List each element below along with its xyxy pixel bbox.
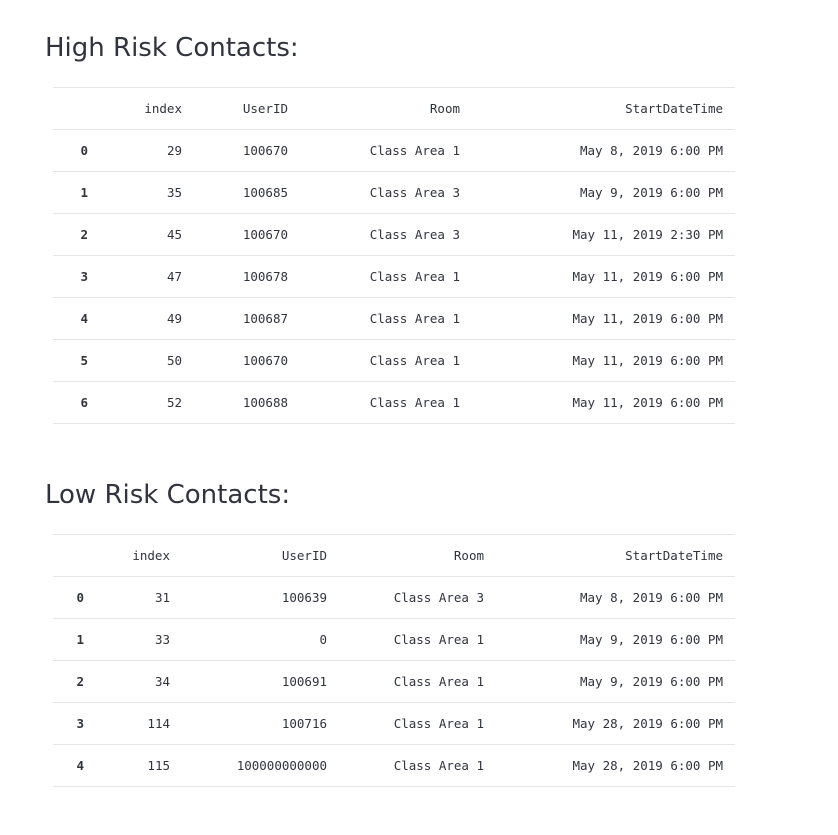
table-cell-index: 35 — [100, 171, 194, 214]
row-index-cell: 0 — [53, 576, 96, 619]
table-row: 1 33 0 Class Area 1 May 9, 2019 6:00 PM — [53, 618, 735, 661]
table-cell-index: 47 — [100, 255, 194, 298]
table-cell-index: 45 — [100, 213, 194, 256]
table-cell-index: 50 — [100, 339, 194, 382]
row-index-cell: 3 — [53, 255, 100, 298]
table-cell-userid: 100670 — [194, 213, 300, 256]
table-row: 3 114 100716 Class Area 1 May 28, 2019 6:00 … — [53, 702, 735, 745]
table-row: 1 35 100685 Class Area 3 May 9, 2019 6:00 PM — [53, 171, 735, 214]
table-cell-userid: 100687 — [194, 297, 300, 340]
low-risk-table: index UserID Room StartDateTime 0 31 100639 Cl… — [53, 534, 735, 787]
table-cell-index: 33 — [96, 618, 182, 661]
table-cell-index: 52 — [100, 381, 194, 424]
table-cell-room: Class Area 3 — [300, 171, 472, 214]
table-cell-userid: 100685 — [194, 171, 300, 214]
row-index-cell: 1 — [53, 618, 96, 661]
table-row: 4 115 100000000000 Class Area 1 May 28, 2019… — [53, 744, 735, 787]
table-row: 2 45 100670 Class Area 3 May 11, 2019 2:30 P… — [53, 213, 735, 256]
table-cell-startdatetime: May 8, 2019 6:00 PM — [496, 576, 735, 619]
row-index-cell: 3 — [53, 702, 96, 745]
column-header-room[interactable]: Room — [339, 534, 496, 577]
row-index-cell: 6 — [53, 381, 100, 424]
table-cell-userid: 100670 — [194, 129, 300, 172]
table-cell-startdatetime: May 11, 2019 6:00 PM — [472, 255, 735, 298]
table-cell-index: 31 — [96, 576, 182, 619]
row-index-cell: 2 — [53, 660, 96, 703]
table-cell-startdatetime: May 9, 2019 6:00 PM — [496, 660, 735, 703]
table-cell-userid: 100716 — [182, 702, 339, 745]
column-header-row-index[interactable] — [53, 87, 100, 130]
table-cell-startdatetime: May 11, 2019 6:00 PM — [472, 297, 735, 340]
table-cell-room: Class Area 1 — [339, 660, 496, 703]
column-header-userid[interactable]: UserID — [194, 87, 300, 130]
high-risk-table: index UserID Room StartDateTime 0 29 100670 Cl… — [53, 87, 735, 424]
table-cell-startdatetime: May 9, 2019 6:00 PM — [496, 618, 735, 661]
table-row: 4 49 100687 Class Area 1 May 11, 2019 6:00 P… — [53, 297, 735, 340]
row-index-cell: 2 — [53, 213, 100, 256]
table-cell-startdatetime: May 8, 2019 6:00 PM — [472, 129, 735, 172]
table-cell-userid: 100639 — [182, 576, 339, 619]
table-cell-room: Class Area 1 — [339, 744, 496, 787]
table-cell-startdatetime: May 9, 2019 6:00 PM — [472, 171, 735, 214]
table-cell-index: 114 — [96, 702, 182, 745]
table-header-row: index UserID Room StartDateTime — [53, 534, 735, 577]
table-row: 3 47 100678 Class Area 1 May 11, 2019 6:00 P… — [53, 255, 735, 298]
table-cell-userid: 100688 — [194, 381, 300, 424]
column-header-startdatetime[interactable]: StartDateTime — [472, 87, 735, 130]
table-cell-userid: 0 — [182, 618, 339, 661]
table-header-row: index UserID Room StartDateTime — [53, 87, 735, 130]
table-cell-index: 115 — [96, 744, 182, 787]
table-cell-room: Class Area 1 — [300, 129, 472, 172]
table-cell-room: Class Area 1 — [300, 339, 472, 382]
column-header-room[interactable]: Room — [300, 87, 472, 130]
table-cell-userid: 100691 — [182, 660, 339, 703]
table-cell-room: Class Area 1 — [339, 618, 496, 661]
row-index-cell: 4 — [53, 297, 100, 340]
table-cell-room: Class Area 1 — [300, 381, 472, 424]
table-row: 6 52 100688 Class Area 1 May 11, 2019 6:00 P… — [53, 381, 735, 424]
table-cell-userid: 100678 — [194, 255, 300, 298]
table-cell-room: Class Area 1 — [300, 297, 472, 340]
table-cell-startdatetime: May 11, 2019 2:30 PM — [472, 213, 735, 256]
column-header-index[interactable]: index — [96, 534, 182, 577]
table-cell-startdatetime: May 28, 2019 6:00 PM — [496, 702, 735, 745]
table-cell-startdatetime: May 28, 2019 6:00 PM — [496, 744, 735, 787]
table-cell-userid: 100000000000 — [182, 744, 339, 787]
table-cell-room: Class Area 1 — [300, 255, 472, 298]
table-cell-index: 49 — [100, 297, 194, 340]
table-row: 0 31 100639 Class Area 3 May 8, 2019 6:00 PM — [53, 576, 735, 619]
table-row: 0 29 100670 Class Area 1 May 8, 2019 6:00 PM — [53, 129, 735, 172]
high-risk-title: High Risk Contacts: — [45, 33, 299, 63]
low-risk-title: Low Risk Contacts: — [45, 480, 291, 510]
table-cell-startdatetime: May 11, 2019 6:00 PM — [472, 381, 735, 424]
table-cell-room: Class Area 3 — [339, 576, 496, 619]
table-cell-room: Class Area 1 — [339, 702, 496, 745]
row-index-cell: 5 — [53, 339, 100, 382]
table-cell-userid: 100670 — [194, 339, 300, 382]
table-cell-index: 29 — [100, 129, 194, 172]
row-index-cell: 4 — [53, 744, 96, 787]
column-header-row-index[interactable] — [53, 534, 96, 577]
table-cell-startdatetime: May 11, 2019 6:00 PM — [472, 339, 735, 382]
column-header-index[interactable]: index — [100, 87, 194, 130]
row-index-cell: 1 — [53, 171, 100, 214]
row-index-cell: 0 — [53, 129, 100, 172]
table-row: 2 34 100691 Class Area 1 May 9, 2019 6:00 PM — [53, 660, 735, 703]
column-header-userid[interactable]: UserID — [182, 534, 339, 577]
table-cell-index: 34 — [96, 660, 182, 703]
table-cell-room: Class Area 3 — [300, 213, 472, 256]
table-row: 5 50 100670 Class Area 1 May 11, 2019 6:00 P… — [53, 339, 735, 382]
column-header-startdatetime[interactable]: StartDateTime — [496, 534, 735, 577]
